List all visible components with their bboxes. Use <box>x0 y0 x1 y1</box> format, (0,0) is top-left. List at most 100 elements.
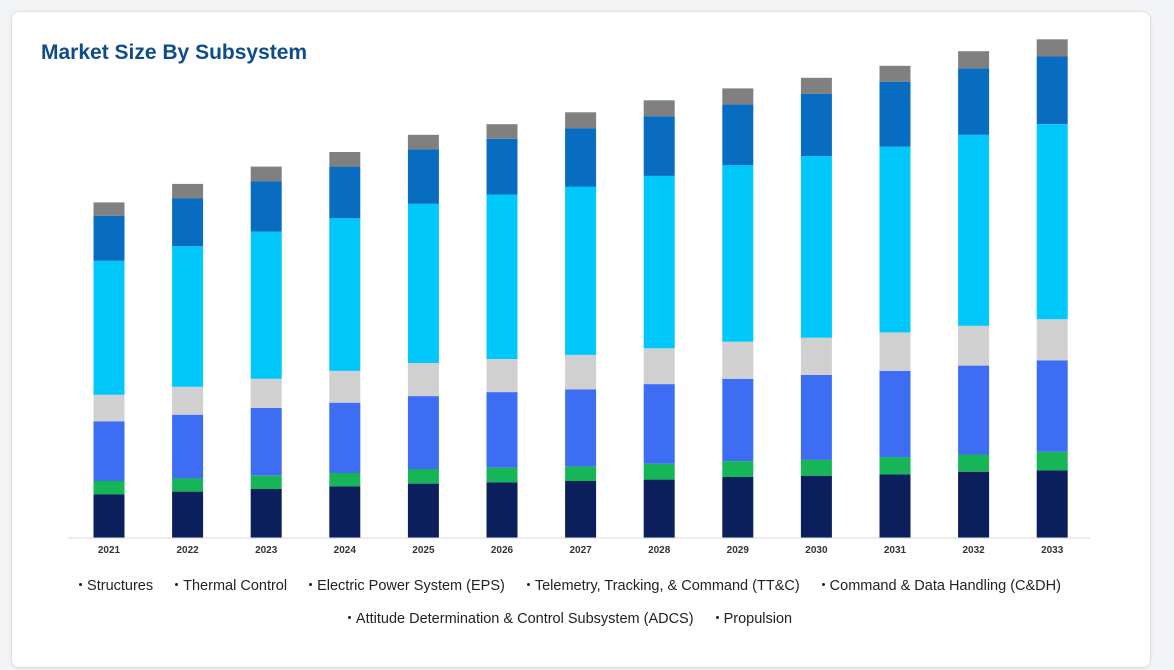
bar-segment-2033-3 <box>1036 319 1068 361</box>
bar-segment-2030-4 <box>800 156 832 338</box>
bar-segment-2031-2 <box>879 370 911 458</box>
bar-segment-2031-5 <box>879 81 911 147</box>
bar-segment-2030-1 <box>800 459 832 476</box>
bar-segment-2024-3 <box>329 370 361 403</box>
bar-segment-2023-3 <box>250 378 282 408</box>
bar-segment-2031-4 <box>879 146 911 333</box>
bar-segment-2021-6 <box>93 202 125 216</box>
bar-segment-2023-6 <box>250 166 282 182</box>
x-tick-label: 2028 <box>648 545 671 556</box>
bar-segment-2027-4 <box>565 186 597 355</box>
bar-segment-2033-5 <box>1036 56 1068 125</box>
x-tick-label: 2033 <box>1041 545 1064 556</box>
bar-segment-2030-0 <box>800 475 832 538</box>
bar-segment-2026-0 <box>486 482 518 538</box>
x-tick-label: 2023 <box>255 545 278 556</box>
bar-segment-2032-2 <box>958 365 990 455</box>
bar-segment-2030-2 <box>800 374 832 460</box>
bar-segment-2027-6 <box>565 112 597 129</box>
legend-label: Telemetry, Tracking, & Command (TT&C) <box>534 578 800 594</box>
bar-segment-2033-6 <box>1036 39 1068 57</box>
legend-bullet-icon <box>526 582 530 586</box>
bar-segment-2024-0 <box>329 486 361 538</box>
bar-segment-2022-2 <box>172 414 204 479</box>
bar-segment-2029-2 <box>722 378 754 461</box>
legend-bullet-icon <box>347 615 351 619</box>
bar-segment-2022-3 <box>172 386 204 415</box>
bar-segment-2022-0 <box>172 491 204 538</box>
legend-label: Command & Data Handling (C&DH) <box>829 578 1061 594</box>
bar-segment-2026-2 <box>486 392 518 468</box>
bar-segment-2022-4 <box>172 246 204 387</box>
bar-segment-2026-4 <box>486 194 518 359</box>
bar-segment-2029-5 <box>722 104 754 166</box>
bar-segment-2032-5 <box>958 68 990 135</box>
bar-segment-2021-5 <box>93 215 125 261</box>
legend-item: Command & Data Handling (C&DH) <box>821 570 1061 603</box>
bar-segment-2024-1 <box>329 473 361 487</box>
bar-segment-2026-6 <box>486 124 518 139</box>
x-tick-label: 2031 <box>884 545 907 556</box>
bar-segment-2028-2 <box>643 384 675 464</box>
x-tick-label: 2032 <box>962 545 985 556</box>
bar-segment-2029-0 <box>722 477 754 538</box>
x-tick-label: 2027 <box>569 545 592 556</box>
bar-segment-2032-4 <box>958 134 990 326</box>
bar-segment-2029-4 <box>722 165 754 342</box>
bar-segment-2028-4 <box>643 175 675 349</box>
bar-segment-2027-2 <box>565 389 597 467</box>
bar-segment-2021-4 <box>93 260 125 395</box>
bar-segment-2030-5 <box>800 93 832 156</box>
bar-segment-2026-5 <box>486 138 518 195</box>
bar-segment-2030-6 <box>800 77 832 94</box>
bar-segment-2033-1 <box>1036 451 1068 471</box>
chart-legend: Structures Thermal Control Electric Power … <box>20 570 1120 636</box>
bar-segment-2027-5 <box>565 128 597 187</box>
bar-segment-2027-3 <box>565 355 597 390</box>
bar-segment-2024-6 <box>329 152 361 167</box>
legend-item: Thermal Control <box>175 570 287 603</box>
bar-segment-2024-4 <box>329 218 361 371</box>
bar-segment-2028-6 <box>643 100 675 117</box>
x-tick-label: 2030 <box>805 545 828 556</box>
bar-segment-2022-1 <box>172 478 204 492</box>
bar-segment-2023-5 <box>250 181 282 232</box>
legend-bullet-icon <box>715 615 719 619</box>
bar-segment-2023-1 <box>250 475 282 489</box>
legend-item: Telemetry, Tracking, & Command (TT&C) <box>526 570 800 603</box>
legend-label: Thermal Control <box>183 578 288 594</box>
bar-segment-2023-4 <box>250 231 282 379</box>
bar-segment-2028-1 <box>643 463 675 480</box>
legend-item: Electric Power System (EPS) <box>309 570 505 603</box>
bar-segment-2029-1 <box>722 461 754 477</box>
legend-bullet-icon <box>309 582 313 586</box>
bar-segment-2025-2 <box>407 396 439 469</box>
bar-segment-2033-4 <box>1036 124 1068 320</box>
bar-segment-2031-1 <box>879 457 911 475</box>
bar-segment-2032-0 <box>958 471 990 538</box>
x-tick-label: 2026 <box>491 545 514 556</box>
bar-segment-2025-1 <box>407 469 439 484</box>
bar-segment-2021-2 <box>93 421 125 481</box>
bar-segment-2025-0 <box>407 483 439 538</box>
bar-segment-2021-3 <box>93 394 125 422</box>
x-tick-label: 2024 <box>334 545 357 556</box>
bar-segment-2026-1 <box>486 467 518 483</box>
bar-segment-2022-5 <box>172 198 204 247</box>
bar-segment-2032-1 <box>958 454 990 472</box>
bar-segment-2025-6 <box>407 134 439 150</box>
bar-segment-2025-5 <box>407 149 439 204</box>
bar-segment-2027-0 <box>565 481 597 538</box>
bar-segment-2025-3 <box>407 362 439 397</box>
bar-segment-2031-0 <box>879 474 911 538</box>
bar-segment-2023-2 <box>250 408 282 476</box>
bar-segment-2024-5 <box>329 166 361 219</box>
bar-segment-2021-0 <box>93 494 125 538</box>
bar-segment-2022-6 <box>172 183 204 199</box>
bar-segment-2032-3 <box>958 325 990 366</box>
chart-title: Market Size By Subsystem <box>41 41 308 64</box>
legend-label: Structures <box>87 578 154 594</box>
bar-segment-2029-3 <box>722 341 754 379</box>
legend-label: Electric Power System (EPS) <box>317 578 505 594</box>
bar-segment-2026-3 <box>486 358 518 393</box>
